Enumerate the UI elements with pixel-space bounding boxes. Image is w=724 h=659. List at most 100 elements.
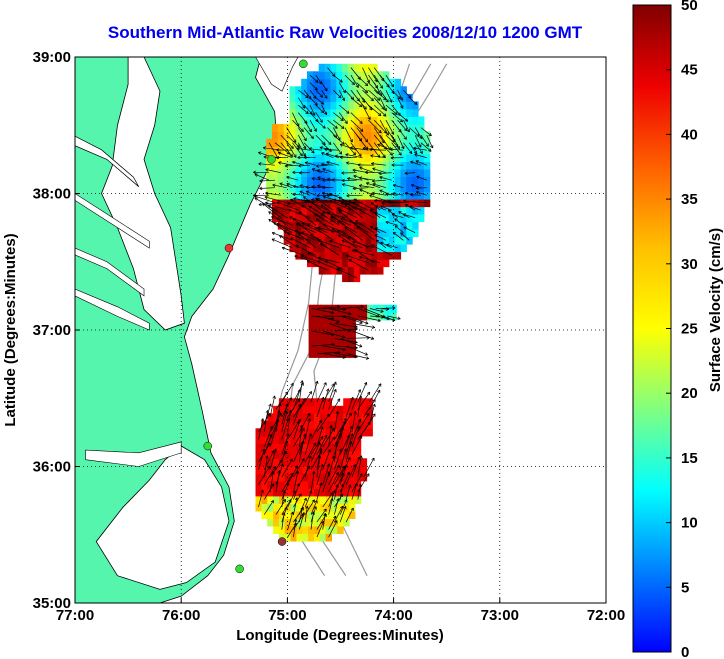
vector-head	[409, 94, 412, 98]
vector-head	[360, 130, 364, 132]
vector-head	[310, 233, 314, 235]
velocity-cell	[267, 420, 274, 429]
velocity-vector	[297, 142, 306, 157]
velocity-cell	[349, 312, 356, 321]
velocity-cell	[318, 146, 326, 155]
velocity-cell	[412, 161, 419, 170]
vector-head	[262, 489, 264, 493]
velocity-cell	[290, 465, 297, 474]
velocity-cell	[336, 244, 343, 253]
vector-head	[372, 168, 375, 171]
velocity-cell	[331, 473, 338, 482]
velocity-cell	[307, 199, 314, 208]
vector-head	[321, 152, 324, 156]
vector-head	[317, 226, 321, 228]
vector-head	[286, 410, 289, 414]
velocity-vector	[303, 119, 312, 133]
velocity-cell	[283, 191, 291, 200]
vector-head	[308, 148, 312, 151]
velocity-vector	[414, 142, 423, 154]
velocity-vector	[375, 239, 387, 249]
vector-head	[409, 205, 413, 207]
velocity-cell	[261, 465, 268, 474]
velocity-cell	[371, 236, 378, 245]
velocity-vector	[263, 403, 272, 425]
velocity-cell	[365, 93, 372, 102]
velocity-cell	[331, 450, 338, 459]
vector-head	[329, 193, 332, 197]
vector-head	[278, 162, 281, 165]
colorbar-tick-label: 40	[681, 126, 698, 143]
vector-head	[389, 148, 393, 152]
vector-head	[333, 198, 337, 201]
velocity-vector	[328, 398, 341, 418]
pamlico-sound	[95, 445, 230, 590]
velocity-vector	[275, 499, 286, 515]
velocity-cell	[301, 93, 308, 102]
velocity-vector	[359, 177, 375, 181]
vector-head	[348, 311, 352, 315]
vector-head	[326, 160, 330, 163]
velocity-vector	[322, 449, 331, 470]
velocity-cell	[307, 221, 314, 230]
velocity-cell	[302, 510, 309, 519]
velocity-cell	[301, 191, 308, 200]
velocity-cell	[388, 229, 396, 238]
velocity-cell	[326, 349, 333, 358]
velocity-cell	[312, 168, 320, 177]
vector-head	[339, 81, 343, 83]
velocity-cell	[365, 251, 372, 260]
velocity-cell	[296, 503, 303, 512]
vector-head	[284, 165, 288, 168]
velocity-cell	[331, 443, 338, 452]
vector-head	[411, 183, 415, 186]
velocity-cell	[318, 168, 326, 177]
velocity-vector	[328, 465, 340, 485]
vector-head	[415, 191, 419, 195]
vector-head	[282, 512, 285, 516]
vector-head	[369, 108, 373, 111]
velocity-vector	[315, 134, 326, 145]
vector-head	[322, 179, 326, 183]
velocity-vector	[385, 127, 396, 142]
vector-head	[271, 238, 275, 242]
vector-head	[346, 193, 350, 197]
velocity-cell	[342, 108, 349, 117]
vector-head	[314, 88, 318, 91]
vector-head	[292, 170, 296, 173]
velocity-vector	[311, 168, 322, 174]
velocity-cell	[314, 319, 321, 328]
y-axis-label: Latitude (Degrees:Minutes)	[2, 233, 19, 426]
velocity-cell	[284, 458, 292, 467]
vector-head	[392, 307, 396, 310]
vector-head	[398, 211, 401, 215]
velocity-cell	[400, 206, 407, 215]
vector-head	[316, 102, 318, 106]
velocity-vector	[292, 185, 305, 189]
velocity-cell	[283, 176, 291, 185]
velocity-cell	[371, 251, 378, 260]
velocity-vector	[269, 395, 276, 418]
velocity-cell	[312, 244, 320, 253]
velocity-cell	[343, 503, 350, 512]
velocity-vector	[368, 67, 378, 82]
vector-head	[267, 455, 269, 459]
velocity-cell	[267, 465, 274, 474]
velocity-vector	[336, 268, 357, 279]
vector-head	[286, 176, 289, 180]
vector-head	[328, 150, 332, 152]
velocity-cell	[267, 413, 274, 422]
velocity-vector	[411, 184, 421, 189]
vector-head	[337, 230, 340, 234]
vector-head	[285, 418, 289, 421]
velocity-cell	[296, 398, 303, 407]
velocity-cell	[312, 236, 320, 245]
velocity-cell	[278, 495, 286, 504]
velocity-cell	[406, 161, 413, 170]
vector-head	[374, 205, 378, 209]
vector-head	[346, 464, 348, 468]
vector-head	[314, 500, 318, 503]
velocity-cell	[377, 266, 384, 275]
vector-head	[343, 506, 346, 509]
velocity-cell	[347, 221, 355, 230]
